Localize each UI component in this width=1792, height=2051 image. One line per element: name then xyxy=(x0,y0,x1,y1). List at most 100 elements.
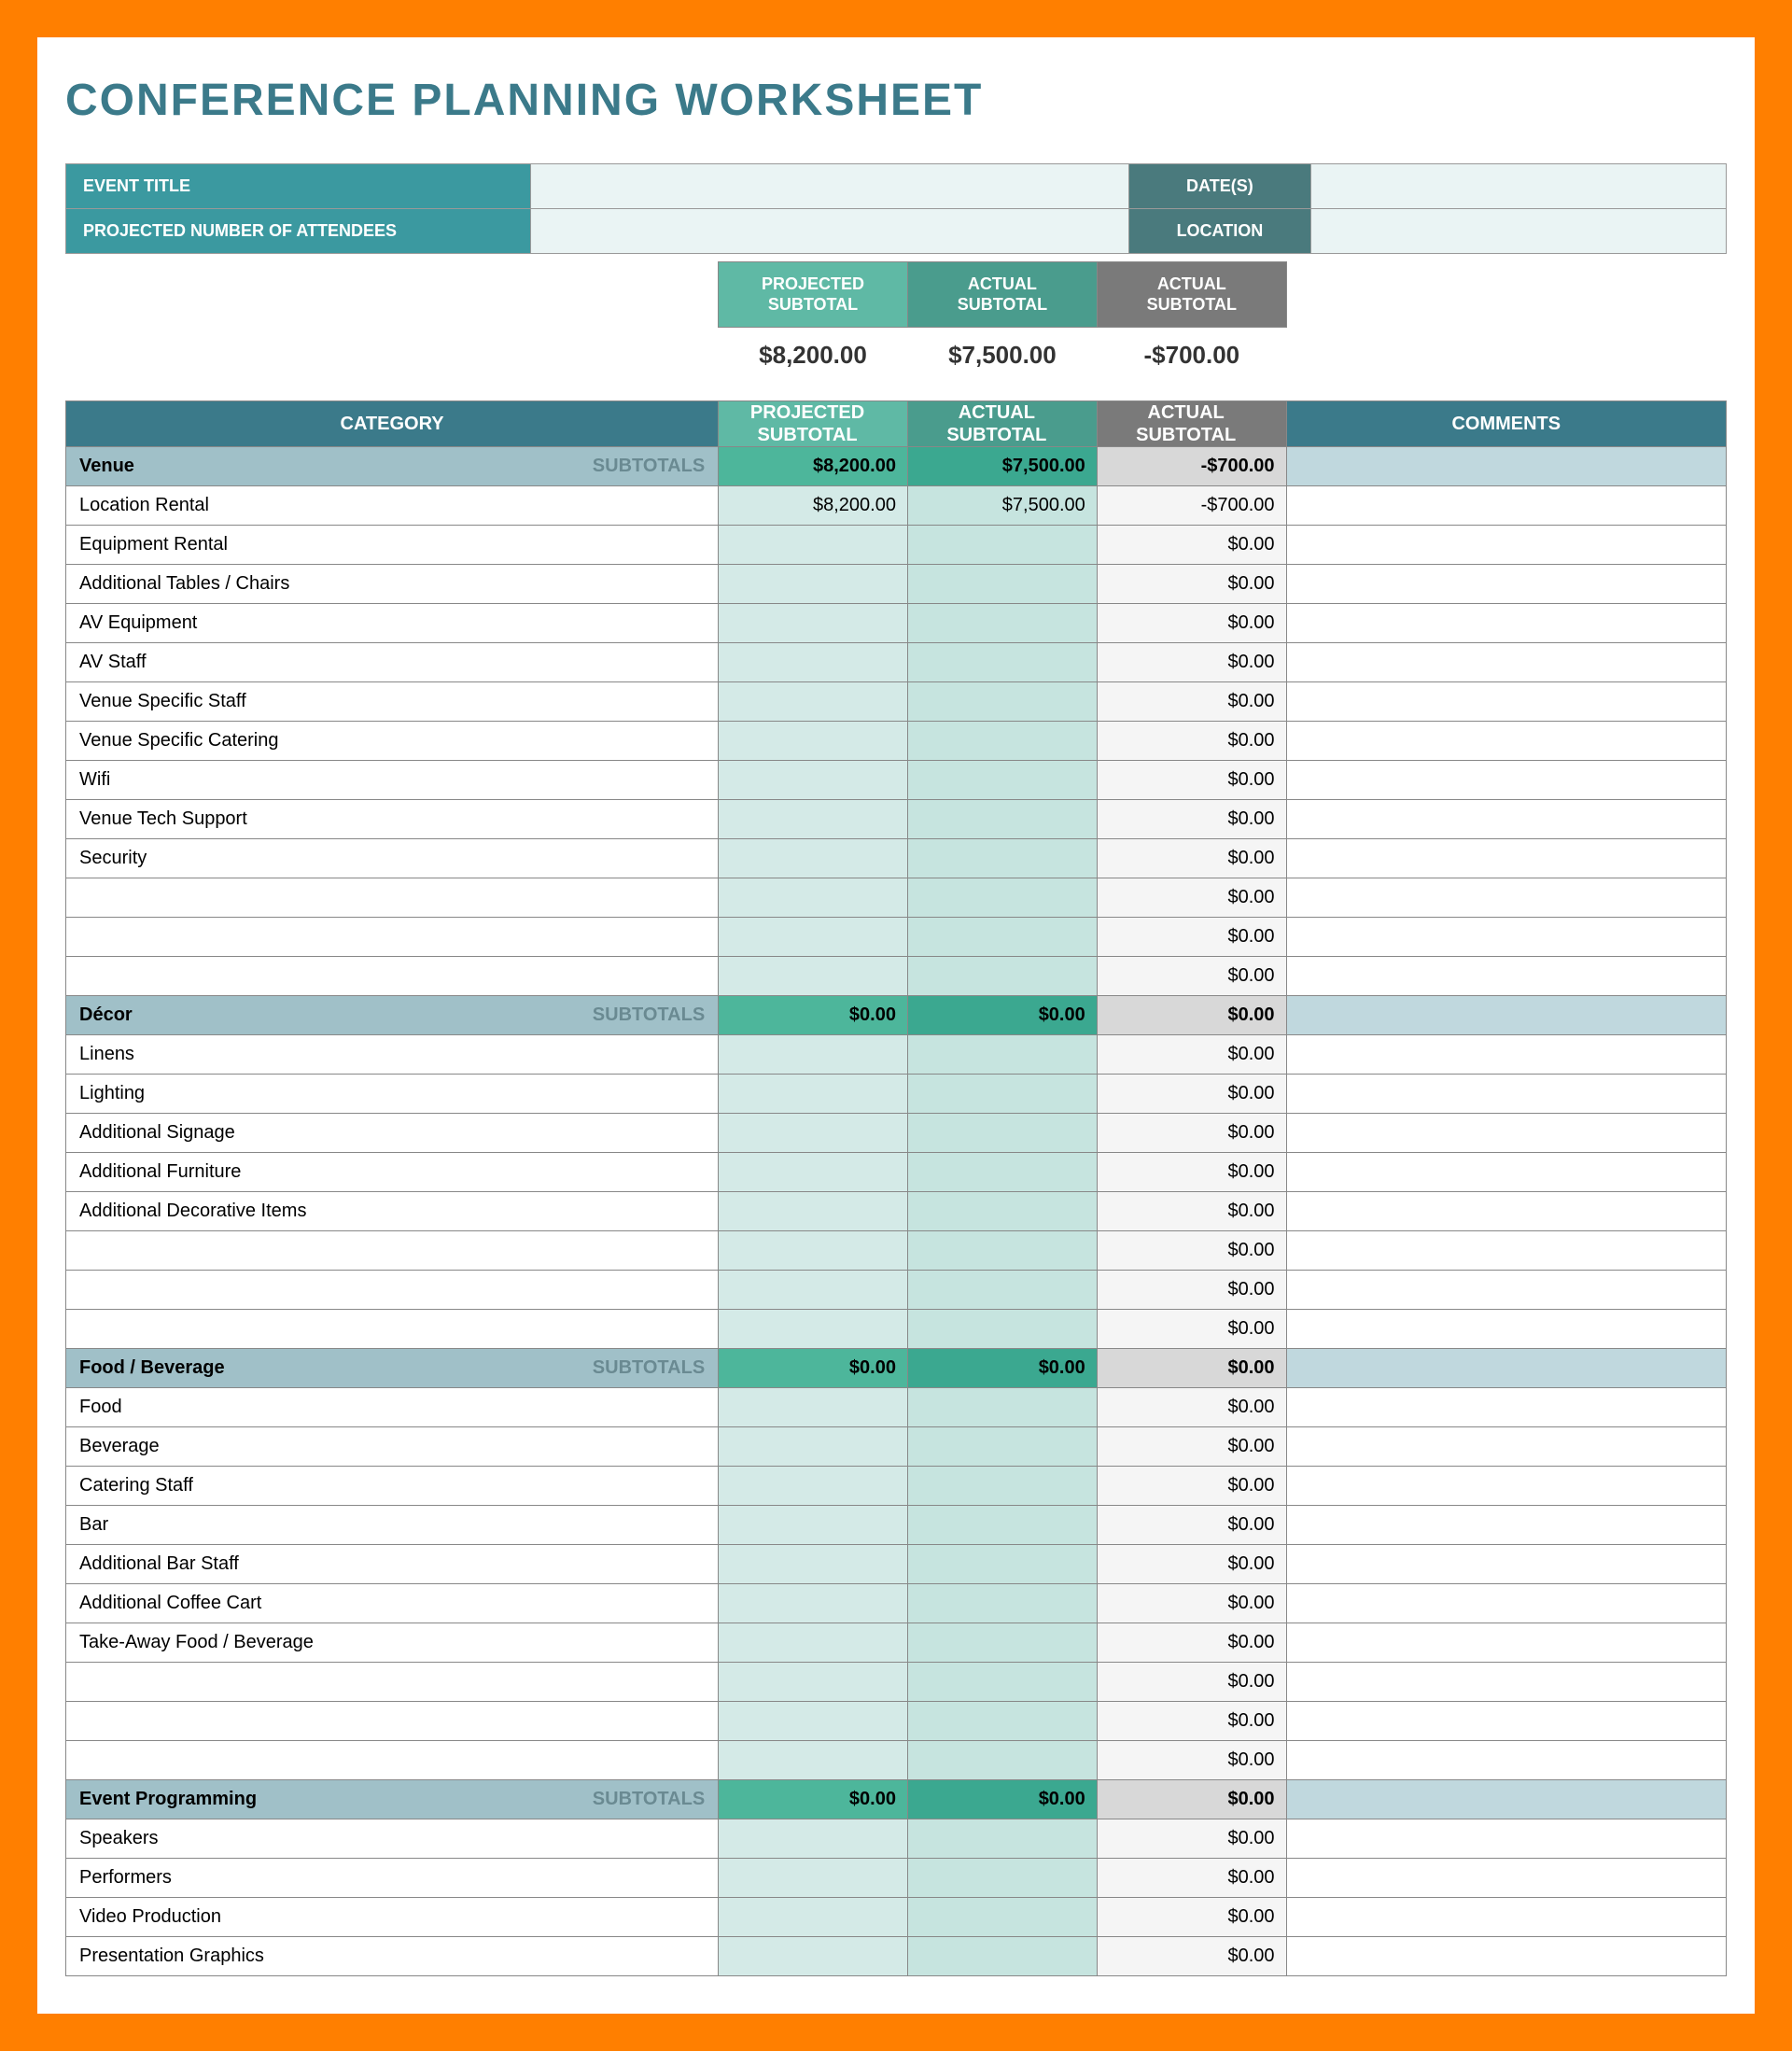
item-comments[interactable] xyxy=(1286,1545,1726,1584)
item-actual[interactable] xyxy=(907,957,1097,996)
item-label[interactable]: Lighting xyxy=(66,1075,719,1114)
item-actual[interactable] xyxy=(907,1310,1097,1349)
item-label[interactable]: Performers xyxy=(66,1859,719,1898)
item-label[interactable] xyxy=(66,878,719,918)
item-comments[interactable] xyxy=(1286,565,1726,604)
item-comments[interactable] xyxy=(1286,1506,1726,1545)
item-actual[interactable] xyxy=(907,1231,1097,1271)
item-projected[interactable] xyxy=(719,878,908,918)
item-projected[interactable] xyxy=(719,1231,908,1271)
item-projected[interactable] xyxy=(719,682,908,722)
item-projected[interactable] xyxy=(719,800,908,839)
item-comments[interactable] xyxy=(1286,839,1726,878)
item-actual[interactable] xyxy=(907,1741,1097,1780)
item-projected[interactable] xyxy=(719,1075,908,1114)
event-title-input[interactable] xyxy=(531,164,1128,209)
item-label[interactable]: Catering Staff xyxy=(66,1467,719,1506)
item-comments[interactable] xyxy=(1286,643,1726,682)
item-actual[interactable] xyxy=(907,1584,1097,1623)
item-label[interactable]: Video Production xyxy=(66,1898,719,1937)
location-input[interactable] xyxy=(1311,209,1727,254)
item-comments[interactable] xyxy=(1286,486,1726,526)
item-projected[interactable] xyxy=(719,643,908,682)
item-projected[interactable] xyxy=(719,1192,908,1231)
item-comments[interactable] xyxy=(1286,1271,1726,1310)
item-projected[interactable] xyxy=(719,1898,908,1937)
item-projected[interactable] xyxy=(719,1819,908,1859)
item-actual[interactable] xyxy=(907,1427,1097,1467)
item-comments[interactable] xyxy=(1286,1153,1726,1192)
item-projected[interactable] xyxy=(719,565,908,604)
item-comments[interactable] xyxy=(1286,682,1726,722)
item-label[interactable]: Additional Signage xyxy=(66,1114,719,1153)
item-actual[interactable] xyxy=(907,1937,1097,1976)
item-actual[interactable] xyxy=(907,722,1097,761)
item-comments[interactable] xyxy=(1286,1310,1726,1349)
item-label[interactable]: Additional Furniture xyxy=(66,1153,719,1192)
item-projected[interactable] xyxy=(719,918,908,957)
item-actual[interactable] xyxy=(907,682,1097,722)
item-projected[interactable] xyxy=(719,526,908,565)
item-actual[interactable] xyxy=(907,1545,1097,1584)
item-projected[interactable] xyxy=(719,1702,908,1741)
item-label[interactable] xyxy=(66,1702,719,1741)
item-actual[interactable] xyxy=(907,1506,1097,1545)
item-label[interactable]: Take-Away Food / Beverage xyxy=(66,1623,719,1663)
item-comments[interactable] xyxy=(1286,1467,1726,1506)
item-label[interactable]: Additional Coffee Cart xyxy=(66,1584,719,1623)
item-comments[interactable] xyxy=(1286,604,1726,643)
item-label[interactable]: Food xyxy=(66,1388,719,1427)
item-actual[interactable] xyxy=(907,643,1097,682)
item-comments[interactable] xyxy=(1286,1741,1726,1780)
item-label[interactable]: Speakers xyxy=(66,1819,719,1859)
item-comments[interactable] xyxy=(1286,1192,1726,1231)
item-label[interactable] xyxy=(66,918,719,957)
item-label[interactable]: Equipment Rental xyxy=(66,526,719,565)
item-comments[interactable] xyxy=(1286,800,1726,839)
subtotal-comments[interactable] xyxy=(1286,1780,1726,1819)
item-actual[interactable] xyxy=(907,1192,1097,1231)
item-comments[interactable] xyxy=(1286,761,1726,800)
item-comments[interactable] xyxy=(1286,722,1726,761)
item-projected[interactable] xyxy=(719,1859,908,1898)
item-projected[interactable] xyxy=(719,1467,908,1506)
item-actual[interactable] xyxy=(907,1702,1097,1741)
item-label[interactable]: AV Staff xyxy=(66,643,719,682)
item-actual[interactable] xyxy=(907,878,1097,918)
item-actual[interactable]: $7,500.00 xyxy=(907,486,1097,526)
item-projected[interactable] xyxy=(719,722,908,761)
item-comments[interactable] xyxy=(1286,1427,1726,1467)
item-actual[interactable] xyxy=(907,1819,1097,1859)
item-comments[interactable] xyxy=(1286,1859,1726,1898)
item-label[interactable] xyxy=(66,1310,719,1349)
item-label[interactable]: Additional Bar Staff xyxy=(66,1545,719,1584)
item-actual[interactable] xyxy=(907,1153,1097,1192)
item-projected[interactable] xyxy=(719,1310,908,1349)
item-comments[interactable] xyxy=(1286,918,1726,957)
item-comments[interactable] xyxy=(1286,1663,1726,1702)
item-label[interactable] xyxy=(66,1663,719,1702)
item-projected[interactable] xyxy=(719,1623,908,1663)
item-actual[interactable] xyxy=(907,761,1097,800)
item-actual[interactable] xyxy=(907,526,1097,565)
item-actual[interactable] xyxy=(907,1859,1097,1898)
item-projected[interactable] xyxy=(719,1427,908,1467)
item-actual[interactable] xyxy=(907,1271,1097,1310)
item-label[interactable]: Additional Tables / Chairs xyxy=(66,565,719,604)
subtotal-comments[interactable] xyxy=(1286,1349,1726,1388)
item-projected[interactable] xyxy=(719,1153,908,1192)
item-projected[interactable] xyxy=(719,1584,908,1623)
item-actual[interactable] xyxy=(907,918,1097,957)
item-label[interactable]: Additional Decorative Items xyxy=(66,1192,719,1231)
item-label[interactable]: Venue Tech Support xyxy=(66,800,719,839)
item-projected[interactable] xyxy=(719,1388,908,1427)
item-comments[interactable] xyxy=(1286,1937,1726,1976)
item-actual[interactable] xyxy=(907,1075,1097,1114)
subtotal-comments[interactable] xyxy=(1286,447,1726,486)
item-comments[interactable] xyxy=(1286,1898,1726,1937)
item-actual[interactable] xyxy=(907,800,1097,839)
item-label[interactable]: Venue Specific Catering xyxy=(66,722,719,761)
item-comments[interactable] xyxy=(1286,1819,1726,1859)
item-projected[interactable] xyxy=(719,1114,908,1153)
item-label[interactable] xyxy=(66,1741,719,1780)
